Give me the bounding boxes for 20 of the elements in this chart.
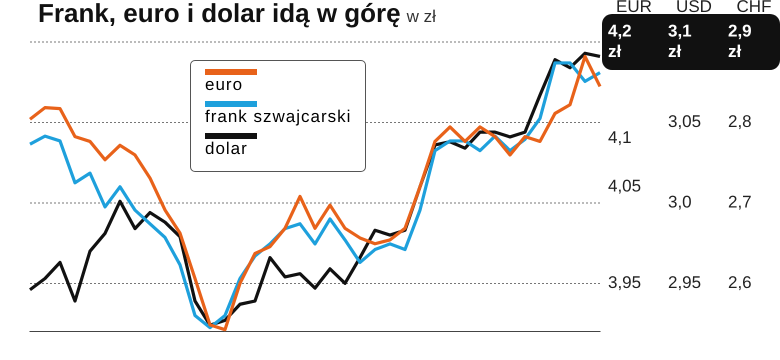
y-tick-label: 4,1 xyxy=(608,128,632,148)
y3-axis-title: CHF xyxy=(736,0,772,16)
legend-label: frank szwajcarski xyxy=(205,107,352,127)
chart-title: Frank, euro i dolar idą w górę xyxy=(38,0,401,28)
y2-tick-label: 3,1 zł xyxy=(668,21,692,61)
y3-tick-label: 2,8 xyxy=(728,112,752,132)
y3-tick-label: 2,7 xyxy=(728,192,752,212)
y-tick-label: 3,95 xyxy=(608,273,642,292)
y-tick-label: 4,2 zł xyxy=(608,21,632,61)
legend-label: dolar xyxy=(205,139,249,159)
y-axis-title: EUR xyxy=(616,0,652,16)
y3-tick-label: 2,9 zł xyxy=(728,21,752,61)
y2-tick-label: 3,0 xyxy=(668,192,692,212)
legend-label: euro xyxy=(205,75,244,95)
y-tick-label: 4,05 xyxy=(608,176,642,196)
y2-tick-label: 2,95 xyxy=(668,273,702,292)
chart-subtitle: w zł xyxy=(406,7,436,26)
y3-tick-label: 2,6 xyxy=(728,273,752,292)
y2-axis-title: USD xyxy=(676,0,712,16)
y2-tick-label: 3,05 xyxy=(668,112,702,132)
